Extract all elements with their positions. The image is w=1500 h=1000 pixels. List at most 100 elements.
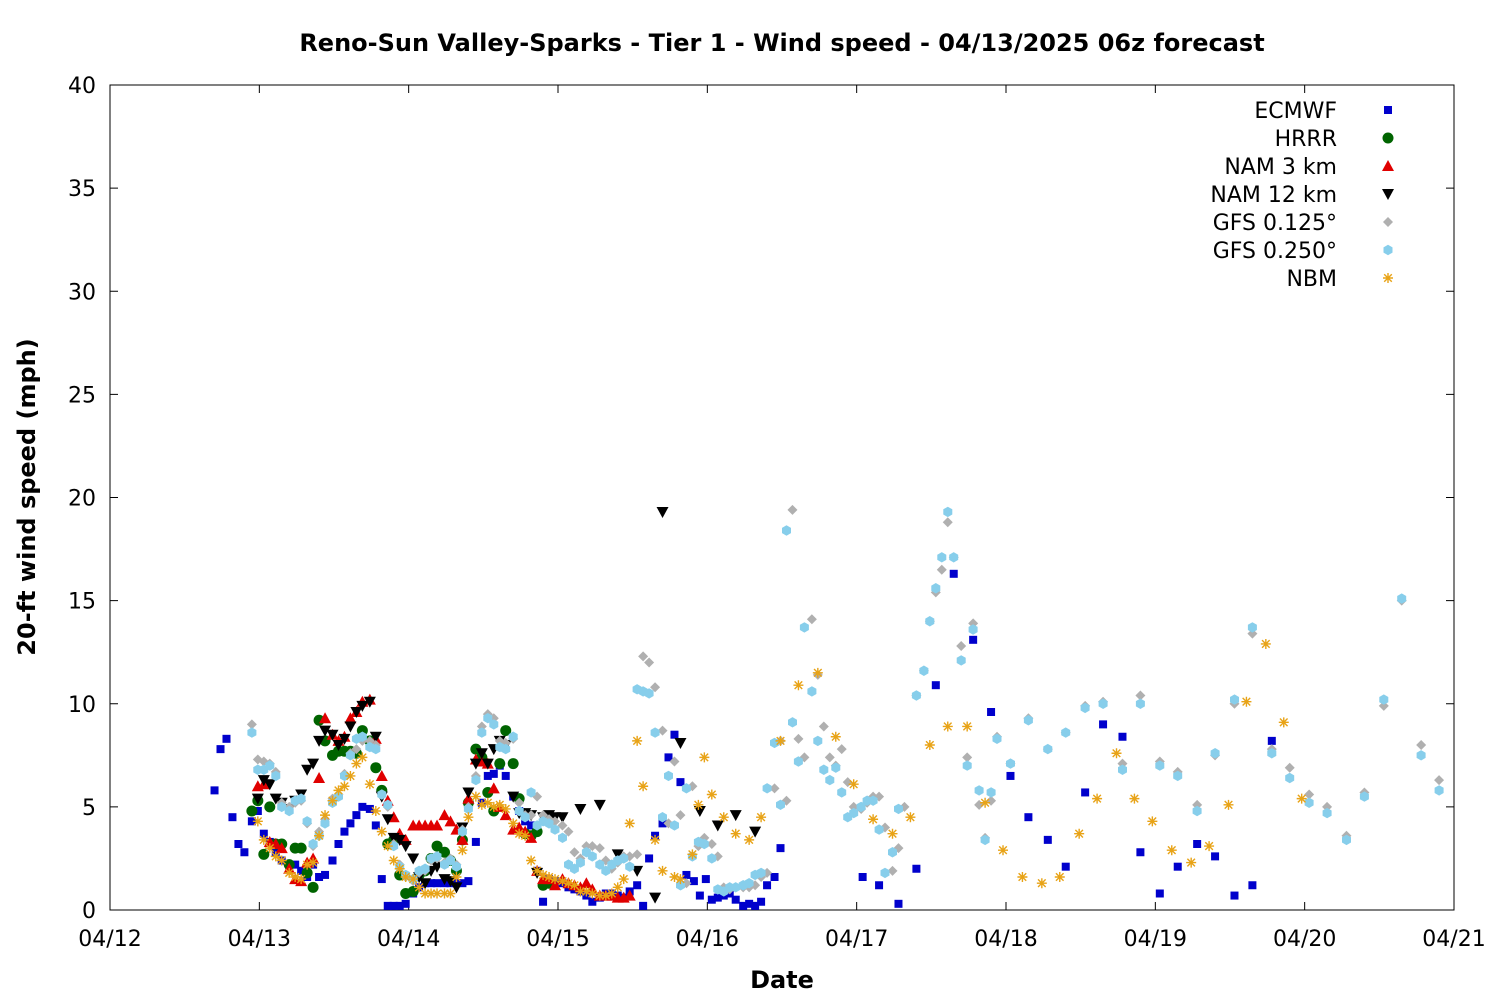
data-point	[563, 878, 574, 889]
y-tick-label: 25	[68, 383, 96, 408]
data-point	[676, 778, 685, 787]
series-gfs-0-250	[247, 506, 1444, 897]
data-point	[253, 807, 262, 815]
data-point	[656, 506, 669, 518]
data-point	[527, 821, 536, 830]
data-point	[925, 616, 935, 627]
data-point	[618, 874, 629, 885]
legend-marker	[1383, 273, 1393, 283]
data-point	[699, 838, 709, 850]
data-point	[1074, 828, 1085, 839]
data-point	[383, 799, 393, 810]
data-point	[793, 733, 804, 744]
data-point	[334, 791, 343, 802]
data-point	[259, 829, 268, 838]
data-point	[1230, 694, 1239, 705]
data-point	[1193, 840, 1202, 848]
data-point	[1285, 772, 1295, 784]
data-point	[632, 735, 643, 746]
y-tick-label: 0	[82, 899, 96, 924]
data-point	[240, 848, 249, 857]
data-point	[787, 504, 798, 515]
data-point	[587, 888, 598, 899]
data-point	[264, 843, 275, 854]
data-point	[575, 857, 585, 868]
data-point	[693, 806, 706, 817]
data-point	[848, 779, 859, 790]
series-nbm	[252, 638, 1307, 901]
data-point	[275, 842, 288, 854]
data-point	[949, 569, 958, 578]
data-point	[744, 834, 755, 845]
legend-label: NBM	[1286, 267, 1337, 292]
data-point	[388, 855, 399, 866]
data-point	[1230, 891, 1239, 900]
data-point	[332, 740, 345, 751]
data-point	[1135, 698, 1145, 709]
data-point	[1147, 816, 1158, 827]
data-point	[650, 682, 661, 693]
data-point	[1024, 813, 1033, 822]
data-point	[549, 879, 562, 891]
data-point	[357, 731, 367, 742]
data-point	[593, 799, 606, 811]
data-point	[887, 865, 898, 876]
data-point	[658, 819, 667, 828]
data-point	[319, 725, 332, 737]
data-point	[277, 801, 287, 813]
data-point	[290, 872, 301, 882]
data-point	[457, 845, 468, 856]
data-point	[539, 897, 548, 906]
data-point	[569, 880, 580, 891]
data-point	[650, 727, 660, 738]
data-point	[458, 879, 467, 888]
legend-marker	[1382, 132, 1394, 144]
data-point	[830, 731, 841, 742]
data-point	[837, 787, 847, 798]
data-point	[357, 752, 368, 763]
data-point	[756, 812, 767, 823]
data-point	[538, 869, 549, 880]
data-point	[1135, 690, 1146, 701]
data-point	[1284, 762, 1295, 773]
data-point	[676, 880, 685, 891]
data-point	[370, 762, 382, 774]
data-point	[806, 614, 817, 625]
data-point	[681, 783, 691, 794]
data-point	[633, 881, 642, 890]
data-point	[470, 791, 481, 802]
data-point	[475, 748, 488, 760]
data-point	[812, 667, 823, 678]
data-point	[574, 803, 587, 815]
data-point	[669, 756, 680, 767]
data-point	[675, 874, 686, 885]
data-point	[321, 870, 330, 879]
data-point	[302, 859, 313, 870]
data-point	[450, 882, 463, 894]
legend-label: GFS 0.125°	[1213, 211, 1337, 236]
data-point	[600, 890, 611, 901]
data-point	[1081, 788, 1090, 797]
data-point	[550, 874, 561, 885]
data-point	[557, 876, 568, 887]
data-point	[713, 893, 722, 902]
data-point	[818, 721, 829, 732]
data-point	[313, 772, 326, 783]
data-point	[775, 735, 786, 746]
data-point	[611, 849, 624, 861]
data-point	[887, 828, 898, 839]
data-point	[718, 812, 729, 823]
data-point	[350, 707, 363, 718]
data-point	[699, 752, 710, 763]
data-point	[769, 783, 780, 794]
data-point	[269, 793, 282, 805]
data-point	[471, 774, 481, 786]
data-point	[476, 799, 487, 810]
data-point	[500, 725, 512, 737]
data-point	[749, 826, 762, 838]
data-point	[1006, 771, 1015, 780]
data-point	[980, 834, 990, 846]
y-tick-label: 40	[68, 74, 96, 99]
data-point	[937, 552, 947, 563]
x-axis-label: Date	[750, 966, 814, 994]
